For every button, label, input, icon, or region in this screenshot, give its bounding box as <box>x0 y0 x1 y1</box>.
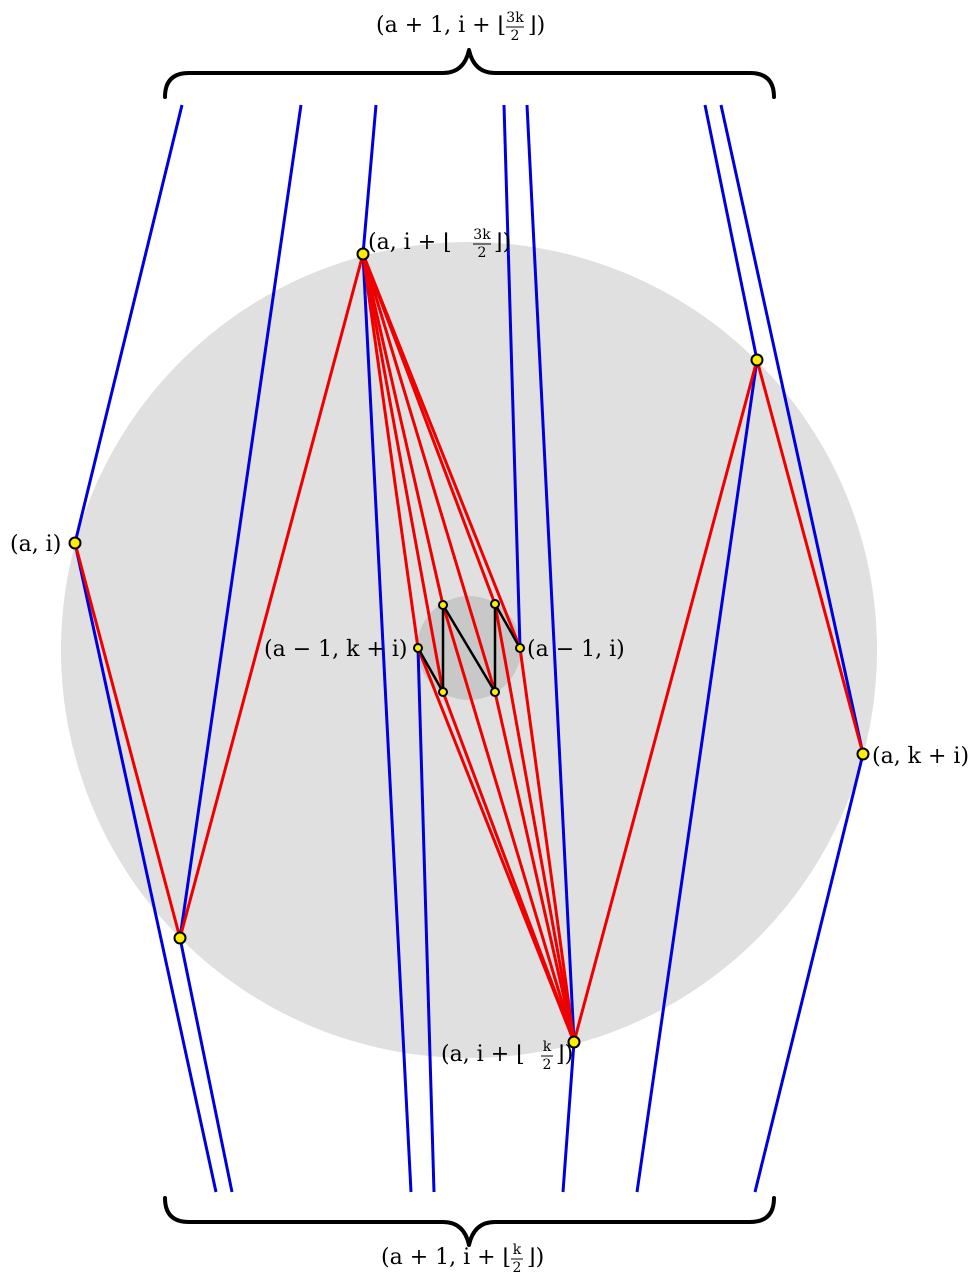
node-a-k-i <box>856 747 870 761</box>
node-a-i-3k2 <box>356 247 370 261</box>
label-am1-k-i: (a − 1, k + i) <box>264 637 407 662</box>
label-frac-den: 2 <box>478 245 487 261</box>
node-am1-i <box>515 643 525 653</box>
label-frac-num: k <box>513 1242 522 1258</box>
blue-edges <box>73 104 865 1193</box>
blue-edge <box>361 104 378 255</box>
bottom-brace <box>163 1196 776 1247</box>
node-am1-k-i <box>413 643 423 653</box>
blue-edge <box>73 542 218 1193</box>
red-edge <box>361 253 445 693</box>
node-upper-right <box>750 353 764 367</box>
blue-edge <box>635 359 759 1193</box>
blue-edge <box>561 1041 576 1193</box>
node-inner <box>438 687 448 697</box>
red-edge <box>518 647 576 1043</box>
label-prefix: (a, i + ⌊ <box>441 1042 525 1067</box>
top-brace <box>163 48 776 99</box>
red-edge <box>755 359 865 755</box>
red-edge <box>361 253 420 649</box>
red-edge <box>178 253 365 939</box>
label-a-i: (a, i) <box>10 532 61 557</box>
red-edges <box>73 253 865 1043</box>
node-a-i <box>68 536 82 550</box>
label-frac-num: 3k <box>473 227 491 243</box>
red-edge <box>361 253 445 606</box>
red-edge <box>73 542 182 939</box>
label-frac-num: k <box>543 1039 552 1055</box>
label-suffix: ⌋) <box>494 230 511 255</box>
blue-edge <box>361 253 413 1193</box>
label-a-i-3k2: (a, i + ⌊ 3k 2 ⌋) <box>368 227 511 261</box>
blue-edge <box>178 104 303 939</box>
node-lower-left <box>173 931 187 945</box>
red-edge <box>361 253 497 693</box>
red-edge <box>361 253 522 649</box>
red-edge <box>572 359 759 1043</box>
bottom-brace-label: (a + 1, i + ⌊ k 2 ⌋) <box>381 1242 544 1276</box>
label-suffix: ⌋) <box>528 13 545 38</box>
label-suffix: ⌋) <box>556 1042 573 1067</box>
blue-edge <box>719 104 865 755</box>
label-prefix: (a + 1, i + ⌊ <box>376 13 506 38</box>
nodes <box>68 247 870 1049</box>
red-edge <box>441 604 576 1043</box>
inner-zigzag <box>416 599 522 697</box>
blue-edge <box>416 647 436 1193</box>
label-prefix: (a, i + ⌊ <box>368 230 452 255</box>
blue-edge <box>178 937 234 1193</box>
node-inner <box>490 599 500 609</box>
blue-edge <box>525 104 576 1043</box>
blue-edge <box>73 104 184 544</box>
label-frac-den: 2 <box>511 28 520 44</box>
label-a-k-i: (a, k + i) <box>872 744 969 769</box>
label-frac-num: 3k <box>506 10 524 26</box>
label-am1-i: (a − 1, i) <box>527 637 625 662</box>
label-frac-den: 2 <box>543 1057 552 1073</box>
node-inner <box>438 600 448 610</box>
node-inner <box>490 687 500 697</box>
label-prefix: (a + 1, i + ⌊ <box>381 1245 511 1270</box>
red-edge <box>493 691 576 1043</box>
blue-edge <box>703 104 759 361</box>
node-a-i-k2 <box>567 1035 581 1049</box>
red-edge <box>441 691 576 1043</box>
red-edge <box>493 603 576 1043</box>
top-brace-label: (a + 1, i + ⌊ 3k 2 ⌋) <box>376 10 545 44</box>
label-frac-den: 2 <box>513 1260 522 1276</box>
blue-edge <box>753 753 865 1193</box>
label-a-i-k2: (a, i + ⌊ k 2 ⌋) <box>441 1039 573 1073</box>
blue-edge <box>502 104 522 649</box>
label-suffix: ⌋) <box>527 1245 544 1270</box>
